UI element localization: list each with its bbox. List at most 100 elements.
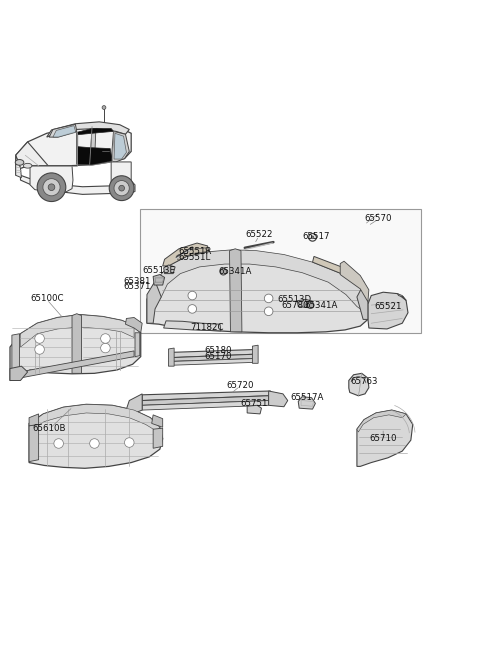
Polygon shape <box>90 129 96 164</box>
Text: 65720: 65720 <box>226 380 254 390</box>
Polygon shape <box>111 131 129 162</box>
Polygon shape <box>16 127 131 175</box>
Polygon shape <box>247 405 262 414</box>
Polygon shape <box>21 315 134 347</box>
Bar <box>140 209 421 333</box>
Text: 65341A: 65341A <box>218 267 252 276</box>
Text: 65522: 65522 <box>245 230 273 239</box>
Circle shape <box>109 176 134 201</box>
Polygon shape <box>397 294 406 300</box>
Text: 65381: 65381 <box>124 277 151 286</box>
Polygon shape <box>340 261 369 302</box>
Circle shape <box>35 334 44 343</box>
Text: 65551L: 65551L <box>179 253 211 262</box>
Polygon shape <box>163 243 209 266</box>
Text: 65170: 65170 <box>205 352 232 361</box>
Text: 65763: 65763 <box>350 377 378 386</box>
Polygon shape <box>10 366 28 380</box>
Polygon shape <box>269 391 288 407</box>
Polygon shape <box>47 122 129 137</box>
Circle shape <box>188 304 197 313</box>
Polygon shape <box>12 334 20 380</box>
Text: 65751: 65751 <box>240 399 268 408</box>
Circle shape <box>264 294 273 302</box>
Circle shape <box>37 173 66 201</box>
Polygon shape <box>153 428 163 448</box>
Polygon shape <box>252 345 258 363</box>
Text: 65517A: 65517A <box>290 393 324 401</box>
Polygon shape <box>72 314 82 373</box>
Polygon shape <box>357 410 406 432</box>
Circle shape <box>101 343 110 353</box>
Polygon shape <box>142 401 269 410</box>
Polygon shape <box>153 275 165 285</box>
Polygon shape <box>164 321 221 331</box>
Polygon shape <box>172 354 254 361</box>
Polygon shape <box>114 133 126 159</box>
Polygon shape <box>155 250 367 314</box>
Polygon shape <box>152 415 163 427</box>
Polygon shape <box>16 155 22 178</box>
Text: 65100C: 65100C <box>30 294 63 303</box>
Text: 65570: 65570 <box>365 214 392 223</box>
Polygon shape <box>111 162 135 194</box>
Ellipse shape <box>15 159 24 165</box>
Text: 65521: 65521 <box>374 302 402 311</box>
Text: 65610B: 65610B <box>32 424 66 433</box>
Polygon shape <box>53 126 76 137</box>
Polygon shape <box>177 248 206 260</box>
Circle shape <box>309 234 316 241</box>
Text: 65513E: 65513E <box>143 266 175 276</box>
Circle shape <box>102 106 106 110</box>
Polygon shape <box>357 289 368 319</box>
Circle shape <box>90 439 99 448</box>
Polygon shape <box>357 410 413 466</box>
Polygon shape <box>12 351 134 380</box>
Polygon shape <box>164 265 175 274</box>
Polygon shape <box>49 124 77 137</box>
Polygon shape <box>368 292 408 329</box>
Circle shape <box>124 438 134 447</box>
Circle shape <box>54 439 63 448</box>
Circle shape <box>35 344 44 354</box>
Polygon shape <box>172 350 256 358</box>
Polygon shape <box>142 391 271 401</box>
Polygon shape <box>21 175 130 194</box>
Circle shape <box>48 184 55 190</box>
Polygon shape <box>30 404 160 431</box>
Circle shape <box>307 302 314 308</box>
Polygon shape <box>147 281 161 323</box>
Text: 65551R: 65551R <box>178 247 211 256</box>
Circle shape <box>220 268 227 275</box>
Text: 65517: 65517 <box>302 232 330 241</box>
Polygon shape <box>30 166 73 192</box>
Polygon shape <box>297 299 312 308</box>
Circle shape <box>188 291 197 300</box>
Polygon shape <box>298 397 315 409</box>
Circle shape <box>114 180 129 195</box>
Polygon shape <box>126 394 142 415</box>
Ellipse shape <box>24 163 32 168</box>
Text: 65371: 65371 <box>124 283 151 291</box>
Text: 65341A: 65341A <box>304 300 338 310</box>
Text: 65780: 65780 <box>281 300 309 310</box>
Polygon shape <box>29 404 163 468</box>
Polygon shape <box>168 348 174 366</box>
Text: 71182C: 71182C <box>190 323 223 331</box>
Text: 65513D: 65513D <box>278 295 312 304</box>
Text: 65710: 65710 <box>370 434 397 443</box>
Polygon shape <box>10 315 141 380</box>
Polygon shape <box>77 129 114 164</box>
Text: 65180: 65180 <box>205 346 232 355</box>
Circle shape <box>43 178 60 195</box>
Polygon shape <box>349 373 369 396</box>
Polygon shape <box>16 142 48 168</box>
Polygon shape <box>135 333 140 357</box>
Polygon shape <box>172 359 254 365</box>
Polygon shape <box>125 318 142 333</box>
Polygon shape <box>142 396 269 405</box>
Circle shape <box>311 236 314 239</box>
Circle shape <box>264 307 273 316</box>
Polygon shape <box>147 251 368 333</box>
Circle shape <box>119 185 124 191</box>
